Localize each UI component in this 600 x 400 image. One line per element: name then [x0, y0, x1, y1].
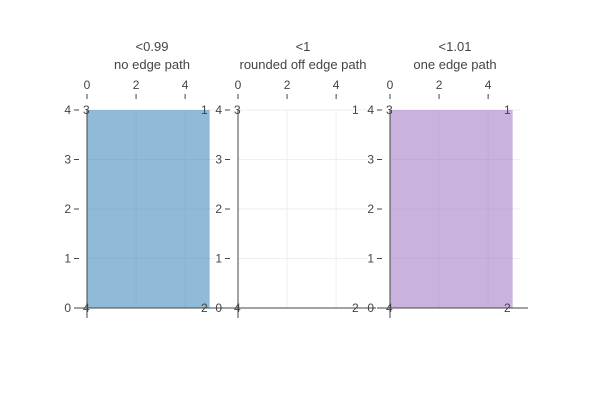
- corner-label: 2: [201, 301, 208, 315]
- corner-label: 4: [234, 301, 241, 315]
- corner-label: 2: [504, 301, 511, 315]
- x-tick-label: 2: [284, 78, 291, 92]
- corner-label: 3: [386, 103, 393, 117]
- y-tick-label: 1: [367, 252, 374, 266]
- corner-label: 2: [352, 301, 359, 315]
- x-tick-label: 2: [133, 78, 140, 92]
- subplot-title-line: one edge path: [413, 57, 496, 72]
- x-tick-label: 4: [333, 78, 340, 92]
- corner-label: 3: [234, 103, 241, 117]
- y-tick-label: 4: [215, 103, 222, 117]
- y-tick-label: 0: [64, 301, 71, 315]
- filled-shape: [87, 110, 210, 308]
- y-tick-label: 3: [367, 153, 374, 167]
- corner-label: 1: [201, 103, 208, 117]
- y-tick-label: 4: [367, 103, 374, 117]
- y-tick-label: 4: [64, 103, 71, 117]
- corner-label: 4: [83, 301, 90, 315]
- subplot-title-line: <1: [296, 39, 311, 54]
- x-tick-label: 4: [485, 78, 492, 92]
- y-tick-label: 0: [367, 301, 374, 315]
- x-tick-label: 0: [387, 78, 394, 92]
- x-tick-label: 4: [182, 78, 189, 92]
- x-tick-label: 0: [235, 78, 242, 92]
- subplot-title-line: <1.01: [439, 39, 472, 54]
- subplot-title-line: rounded off edge path: [240, 57, 367, 72]
- corner-label: 1: [352, 103, 359, 117]
- y-tick-label: 2: [64, 202, 71, 216]
- y-tick-label: 2: [215, 202, 222, 216]
- y-tick-label: 1: [64, 252, 71, 266]
- y-tick-label: 1: [215, 252, 222, 266]
- corner-label: 4: [386, 301, 393, 315]
- x-tick-label: 2: [436, 78, 443, 92]
- corner-label: 1: [504, 103, 511, 117]
- y-tick-label: 3: [64, 153, 71, 167]
- x-tick-label: 0: [84, 78, 91, 92]
- y-tick-label: 0: [215, 301, 222, 315]
- filled-shape: [390, 110, 513, 308]
- y-tick-label: 2: [367, 202, 374, 216]
- corner-label: 3: [83, 103, 90, 117]
- y-tick-label: 3: [215, 153, 222, 167]
- subplot-title-line: <0.99: [136, 39, 169, 54]
- subplot-title-line: no edge path: [114, 57, 190, 72]
